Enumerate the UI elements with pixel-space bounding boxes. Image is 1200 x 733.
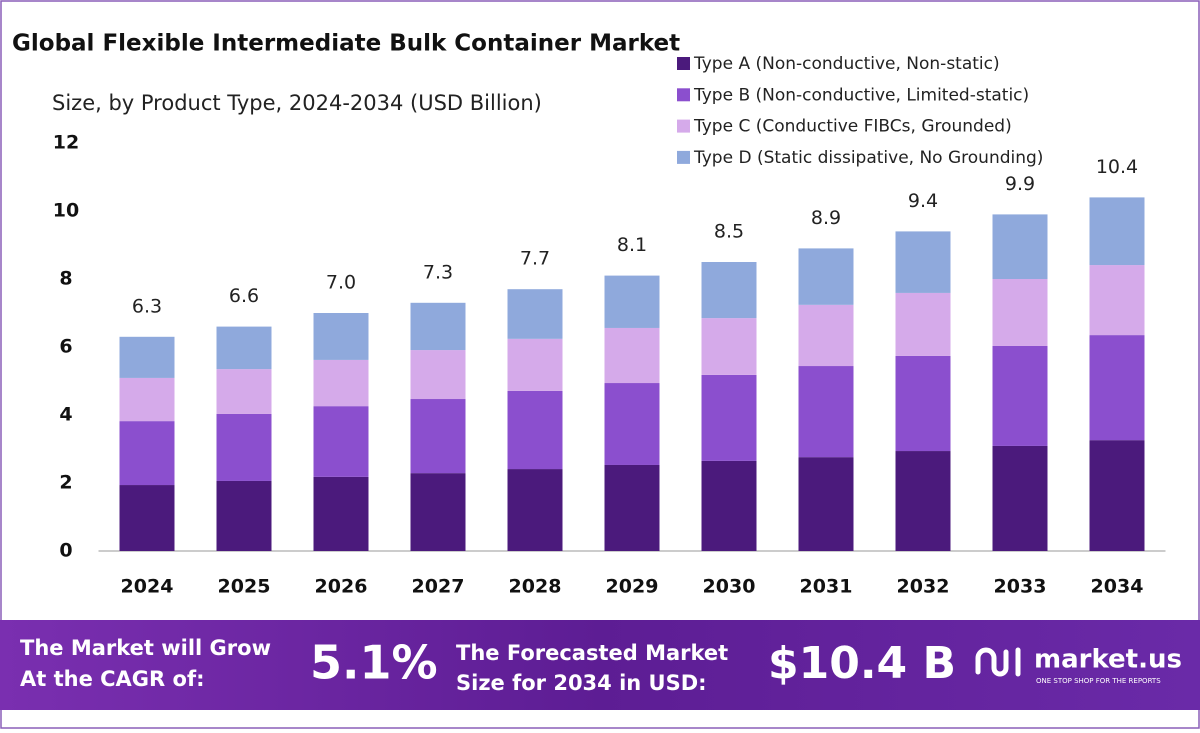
total-label: 8.9 [811, 207, 841, 229]
bar-segment [216, 326, 272, 370]
y-tick-label: 4 [59, 404, 72, 426]
bar-segment [604, 383, 660, 465]
bar-segment [798, 304, 854, 367]
total-label: 9.4 [908, 190, 938, 212]
total-label: 9.9 [1005, 173, 1035, 195]
total-label: 7.7 [520, 248, 550, 270]
legend-swatch [677, 88, 690, 102]
brand-logo [975, 647, 1021, 677]
total-label: 10.4 [1096, 156, 1138, 178]
bar-segment [313, 476, 369, 551]
x-tick-label: 2032 [897, 576, 950, 598]
x-tick-label: 2031 [800, 576, 853, 598]
bar-segment [895, 231, 951, 293]
bar-segment [701, 460, 757, 551]
bar-segment [410, 350, 466, 400]
y-tick-label: 6 [59, 336, 72, 358]
legend-label: Type B (Non-conductive, Limited-static) [693, 85, 1029, 105]
bar-segment [1089, 335, 1145, 441]
bar-segment [1089, 265, 1145, 336]
bar-segment [507, 469, 563, 551]
tagline: ONE STOP SHOP FOR THE REPORTS [1036, 677, 1161, 685]
bar-segment [992, 445, 1048, 551]
bar-segment [410, 302, 466, 351]
bar-segment [1089, 197, 1145, 266]
bar-segment [216, 413, 272, 481]
legend-label: Type C (Conductive FIBCs, Grounded) [693, 117, 1012, 137]
bar-segment [895, 355, 951, 452]
bar-segment [119, 336, 175, 378]
bar-segment [1089, 440, 1145, 551]
bar-segment [604, 464, 660, 551]
bar-segment [798, 248, 854, 305]
bar-segment [119, 485, 175, 551]
bar-segment [410, 473, 466, 551]
forecast-label: The Forecasted Market [456, 641, 728, 665]
legend-swatch [677, 119, 690, 133]
total-label: 7.3 [423, 261, 453, 283]
total-label: 6.3 [132, 295, 162, 317]
y-tick-label: 8 [59, 268, 72, 290]
x-tick-label: 2028 [509, 576, 562, 598]
footer-band [0, 620, 1200, 710]
legend-swatch [677, 57, 690, 70]
bar-segment [701, 318, 757, 375]
bar-segment [895, 292, 951, 356]
bar-segment [216, 369, 272, 414]
total-label: 8.5 [714, 221, 744, 243]
plot: 0 2 4 6 8 10 12 6.3 2024 6.6 2025 7.0 2026 7.3 2027 7.7… [53, 54, 1166, 598]
total-label: 8.1 [617, 234, 647, 256]
brand: market.us [1034, 645, 1182, 675]
cagr-value: 5.1% [310, 636, 438, 690]
x-tick-label: 2024 [121, 576, 174, 598]
forecast-label: Size for 2034 in USD: [456, 671, 707, 695]
bar-segment [507, 338, 563, 391]
bar-segment [798, 366, 854, 458]
bar-segment [992, 214, 1048, 279]
x-tick-label: 2029 [606, 576, 659, 598]
bar-segment [313, 313, 369, 360]
legend-label: Type D (Static dissipative, No Grounding… [693, 148, 1043, 168]
x-tick-label: 2025 [218, 576, 271, 598]
bar-segment [119, 377, 175, 422]
y-tick-label: 12 [53, 132, 79, 154]
y-tick-label: 0 [59, 540, 72, 562]
bar-segment [604, 275, 660, 328]
legend-swatch [677, 150, 690, 164]
x-tick-label: 2033 [994, 576, 1047, 598]
forecast-value: $10.4 B [768, 638, 956, 689]
cagr-label: The Market will Grow [20, 636, 271, 660]
chart-subtitle: Size, by Product Type, 2024-2034 (USD Bi… [52, 91, 542, 115]
legend-label: Type A (Non-conductive, Non-static) [693, 54, 1000, 74]
bar-segment [604, 327, 660, 384]
x-tick-label: 2027 [412, 576, 465, 598]
y-tick-label: 2 [59, 472, 72, 494]
x-tick-label: 2026 [315, 576, 368, 598]
bar-segment [701, 374, 757, 461]
bar-segment [410, 399, 466, 474]
bar-segment [992, 345, 1048, 446]
x-tick-label: 2030 [703, 576, 756, 598]
bar-segment [507, 390, 563, 470]
bar-segment [216, 480, 272, 551]
bar-segment [313, 406, 369, 477]
bar-segment [507, 289, 563, 339]
x-tick-label: 2034 [1091, 576, 1144, 598]
bar-segment [895, 451, 951, 551]
bar-segment [798, 457, 854, 551]
total-label: 6.6 [229, 285, 259, 307]
bar-segment [119, 421, 175, 486]
bar-segment [701, 262, 757, 319]
bar-segment [992, 279, 1048, 346]
y-tick-label: 10 [53, 200, 79, 222]
total-label: 7.0 [326, 272, 356, 294]
cagr-label: At the CAGR of: [20, 667, 205, 691]
bar-segment [313, 359, 369, 407]
chart-title: Global Flexible Intermediate Bulk Contai… [12, 31, 680, 57]
